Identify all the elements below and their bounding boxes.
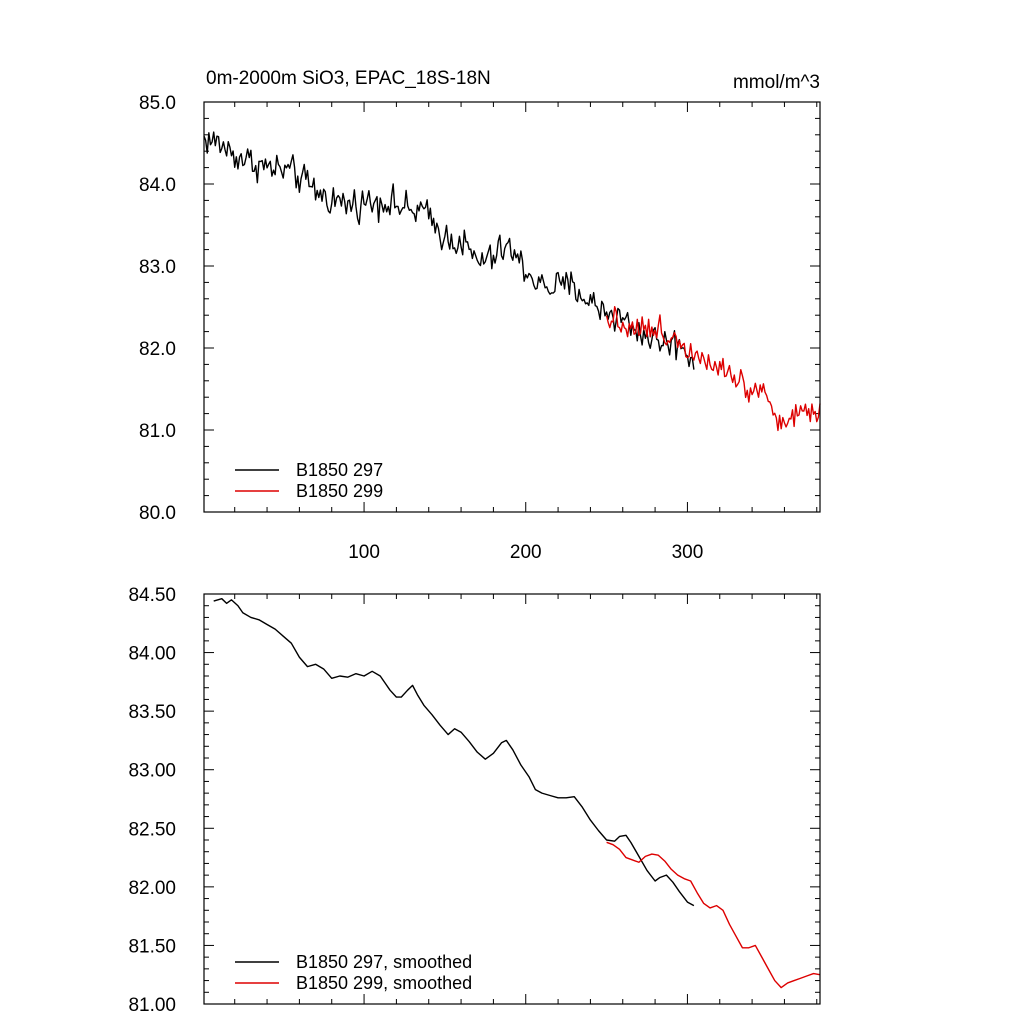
top-series-lines xyxy=(203,131,821,432)
top-series-line-0 xyxy=(203,131,695,370)
top-xtick-label: 300 xyxy=(672,542,704,563)
top-panel: 0m-2000m SiO3, EPAC_18S-18N mmol/m^3 80.… xyxy=(139,68,821,563)
bottom-ytick-label: 83.00 xyxy=(128,761,176,782)
bottom-panel: 81.00 81.50 82.00 82.50 83.00 83.50 84.00 84.50… xyxy=(128,585,821,1016)
top-ytick-label: 82.0 xyxy=(139,339,176,360)
legend-label-297-smoothed: B1850 297, smoothed xyxy=(296,952,472,972)
top-ytick-label: 80.0 xyxy=(139,503,176,524)
bottom-axis-ticks: 81.00 81.50 82.00 82.50 83.00 83.50 84.00 84.50 xyxy=(128,585,820,1016)
bottom-ytick-label: 84.50 xyxy=(128,585,176,606)
top-plot-frame xyxy=(203,101,821,513)
bottom-ytick-label: 84.00 xyxy=(128,644,176,665)
bottom-legend: B1850 297, smoothed B1850 299, smoothed xyxy=(235,952,472,993)
bottom-ytick-label: 82.50 xyxy=(128,819,176,840)
top-ytick-label: 85.0 xyxy=(139,93,176,114)
top-xtick-label: 100 xyxy=(348,542,380,563)
top-legend: B1850 297 B1850 299 xyxy=(235,460,383,501)
bottom-series-lines xyxy=(213,597,821,989)
legend-label-299-smoothed: B1850 299, smoothed xyxy=(296,973,472,993)
top-ytick-label: 83.0 xyxy=(139,257,176,278)
legend-label-297: B1850 297 xyxy=(296,460,383,480)
top-xtick-label: 200 xyxy=(510,542,542,563)
units-label: mmol/m^3 xyxy=(733,72,820,93)
top-axis-ticks: 80.0 81.0 82.0 83.0 84.0 85.0 100 200 300 xyxy=(139,93,820,563)
bottom-ytick-label: 83.50 xyxy=(128,702,176,723)
bottom-plot-frame xyxy=(203,593,821,1005)
bottom-ytick-label: 81.00 xyxy=(128,995,176,1016)
bottom-series-line-1 xyxy=(606,841,821,989)
top-series-line-1 xyxy=(605,306,821,432)
chart-title: 0m-2000m SiO3, EPAC_18S-18N xyxy=(206,68,491,89)
top-ytick-label: 81.0 xyxy=(139,421,176,442)
bottom-ytick-label: 82.00 xyxy=(128,878,176,899)
bottom-series-line-0 xyxy=(213,597,695,907)
legend-label-299: B1850 299 xyxy=(296,481,383,501)
top-ytick-label: 84.0 xyxy=(139,175,176,196)
bottom-ytick-label: 81.50 xyxy=(128,936,176,957)
